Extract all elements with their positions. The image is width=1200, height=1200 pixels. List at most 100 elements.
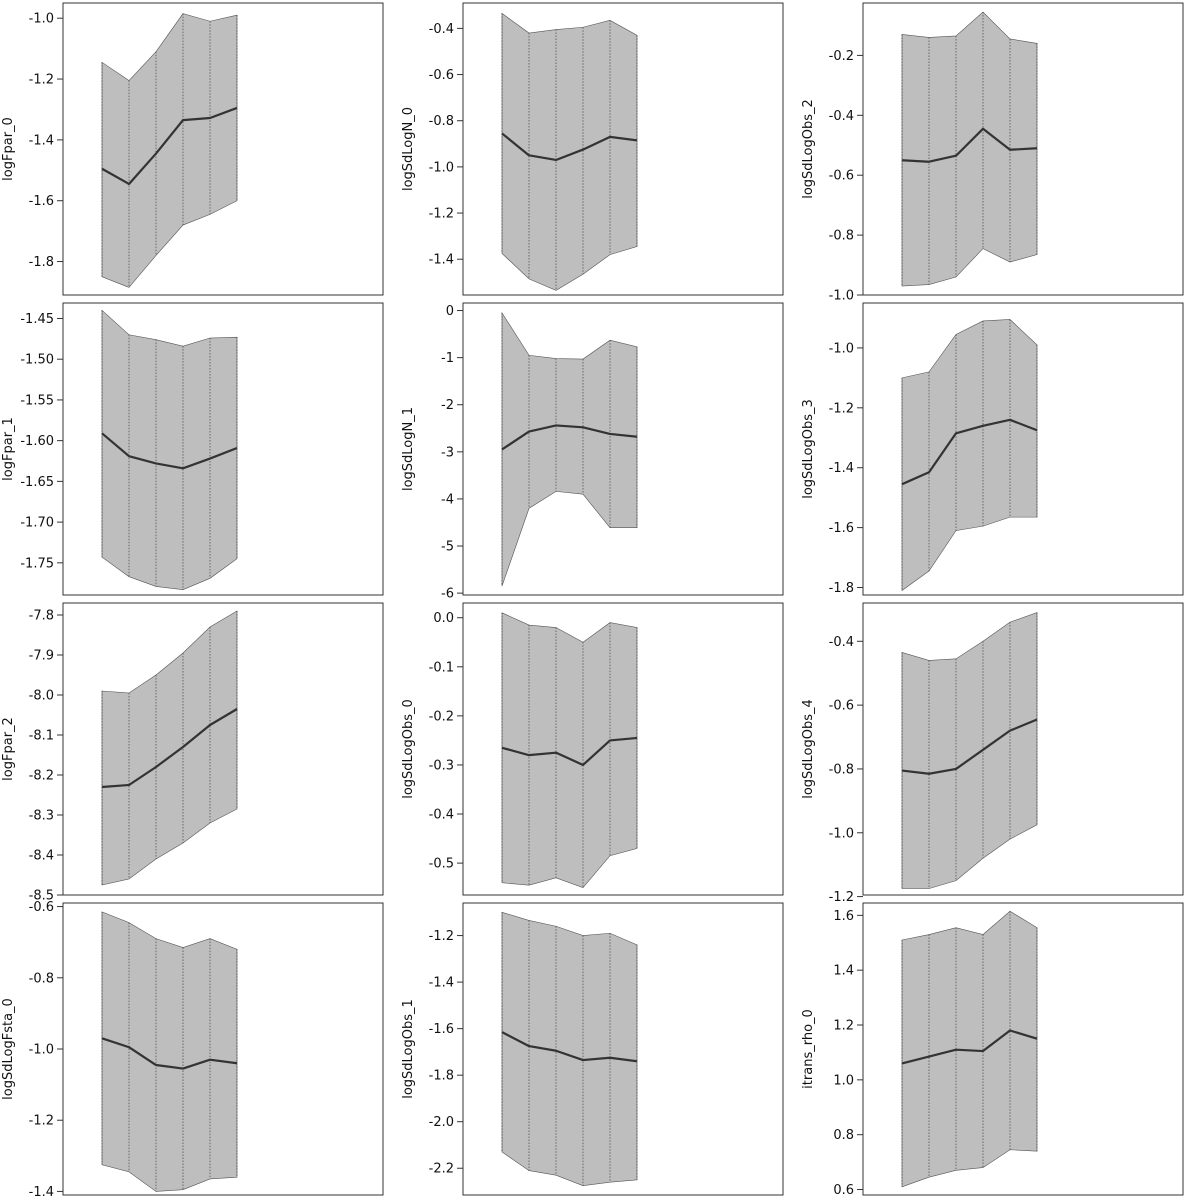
- confidence-band: [101, 911, 238, 1192]
- confidence-band: [901, 910, 1038, 1188]
- y-tick-label: -1: [441, 351, 454, 366]
- mean-line: [501, 424, 638, 451]
- panel-logFpar_1: -1.75 -1.70 -1.65 -1.60 -1.55 -1.50 -1.45 logFp…: [1, 302, 384, 596]
- plot-frame: [62, 2, 384, 296]
- y-tick-label: 1.0: [833, 1073, 854, 1088]
- y-tick-label: -1.60: [20, 434, 54, 449]
- plot-frame: [862, 902, 1184, 1196]
- y-tick-label: 0.6: [833, 1183, 854, 1198]
- mean-line: [501, 132, 638, 162]
- y-tick-label: -1.8: [429, 1069, 454, 1084]
- panel-logSdLogObs_4: -1.2 -1.0 -0.8 -0.6 -0.4 logSdLogObs_4: [801, 602, 1184, 905]
- y-tick-label: -8.1: [29, 729, 54, 744]
- y-tick-label: -1.2: [29, 1114, 54, 1129]
- y-tick-label: -7.9: [29, 649, 54, 664]
- y-tick-label: -8.4: [29, 849, 54, 864]
- y-axis-label: logFpar_0: [1, 117, 16, 181]
- confidence-band: [901, 319, 1038, 592]
- plot-frame: [462, 902, 784, 1196]
- y-tick-label: 1.6: [833, 909, 854, 924]
- y-tick-label: -2.2: [429, 1162, 454, 1177]
- y-tick-label: -1.8: [29, 255, 54, 270]
- y-tick-label: -8.2: [29, 769, 54, 784]
- mean-line: [101, 432, 238, 470]
- y-tick-label: -1.4: [429, 253, 454, 268]
- y-tick-label: -2.0: [429, 1115, 454, 1130]
- mean-line: [101, 1037, 238, 1070]
- plot-frame: [862, 602, 1184, 896]
- y-tick-label: -8.3: [29, 809, 54, 824]
- y-axis-label: logFpar_1: [1, 417, 16, 481]
- y-tick-label: -1.70: [20, 516, 54, 531]
- panel-logSdLogObs_0: -0.5 -0.4 -0.3 -0.2 -0.1 0.0 logSdLogObs_0: [401, 602, 784, 896]
- panel-logFpar_0: -1.8 -1.6 -1.4 -1.2 -1.0 logFpar_0: [1, 2, 384, 296]
- mean-line: [501, 1031, 638, 1063]
- y-tick-label: -0.6: [829, 699, 854, 714]
- y-tick-label: 1.4: [833, 964, 854, 979]
- y-tick-label: -1.4: [829, 461, 854, 476]
- y-axis-label: logSdLogObs_2: [801, 99, 816, 199]
- y-tick-label: -1.2: [829, 401, 854, 416]
- panel-logSdLogN_1: -6 -5 -4 -3 -2 -1 0 logSdLogN_1: [401, 302, 784, 602]
- y-tick-label: -1.4: [29, 133, 54, 148]
- y-tick-label: -0.2: [829, 49, 854, 64]
- y-tick-label: -1.6: [829, 521, 854, 536]
- plot-frame: [62, 602, 384, 896]
- y-tick-label: -0.8: [429, 114, 454, 129]
- mean-line: [101, 708, 238, 789]
- y-tick-label: -1.0: [29, 1043, 54, 1058]
- y-tick-label: -8.0: [29, 689, 54, 704]
- confidence-band: [501, 311, 638, 587]
- y-tick-label: -1.0: [829, 826, 854, 841]
- y-tick-label: 1.2: [833, 1019, 854, 1034]
- y-tick-label: -1.4: [29, 1185, 54, 1200]
- y-tick-label: -8.5: [29, 889, 54, 904]
- y-tick-label: -1.2: [429, 207, 454, 222]
- y-tick-label: -2: [441, 398, 454, 413]
- y-tick-label: -1.0: [429, 160, 454, 175]
- y-tick-label: -7.8: [29, 609, 54, 624]
- y-tick-label: -1.55: [20, 393, 54, 408]
- panel-logSdLogObs_1: -2.2 -2.0 -1.8 -1.6 -1.4 -1.2 logSdLogObs_1: [401, 902, 784, 1196]
- y-tick-label: 0.8: [833, 1128, 854, 1143]
- plot-frame: [862, 2, 1184, 296]
- plot-frame: [462, 2, 784, 296]
- y-axis-label: logSdLogN_1: [401, 407, 416, 491]
- y-tick-label: 0.0: [433, 611, 454, 626]
- y-tick-label: -1.2: [29, 73, 54, 88]
- mean-line: [901, 1029, 1038, 1065]
- mean-line: [101, 106, 238, 186]
- y-axis-label: logSdLogObs_1: [401, 999, 416, 1099]
- y-tick-label: -1.0: [829, 289, 854, 304]
- y-tick-label: -3: [441, 445, 454, 460]
- y-axis-label: logSdLogObs_3: [801, 399, 816, 499]
- y-axis-label: logFpar_2: [1, 717, 16, 781]
- y-tick-label: -0.4: [429, 808, 454, 823]
- y-tick-label: -0.8: [829, 762, 854, 777]
- y-tick-label: -1.4: [429, 976, 454, 991]
- confidence-band: [501, 911, 638, 1186]
- y-tick-label: -0.4: [829, 635, 854, 650]
- panel-logFpar_2: -8.5 -8.4 -8.3 -8.2 -8.1 -8.0 -7.9 -7.8 logFpar_…: [1, 602, 384, 904]
- confidence-band: [101, 610, 238, 886]
- plot-frame: [462, 302, 784, 596]
- y-tick-label: -0.5: [429, 857, 454, 872]
- panel-logSdLogFsta_0: -1.4 -1.2 -1.0 -0.8 -0.6 logSdLogFsta_0: [1, 900, 384, 1200]
- confidence-band: [101, 13, 238, 288]
- y-tick-label: 0: [446, 304, 454, 319]
- panel-itrans_rho_0: 0.6 0.8 1.0 1.2 1.4 1.6 itrans_rho_0: [801, 902, 1184, 1198]
- y-tick-label: -0.1: [429, 660, 454, 675]
- mean-line: [901, 718, 1038, 775]
- confidence-band: [501, 12, 638, 291]
- y-tick-label: -0.4: [429, 22, 454, 37]
- mean-line: [501, 736, 638, 767]
- mean-line: [901, 127, 1038, 163]
- panel-logSdLogObs_2: -1.0 -0.8 -0.6 -0.4 -0.2 logSdLogObs_2: [801, 2, 1184, 304]
- y-tick-label: -1.2: [429, 929, 454, 944]
- y-tick-label: -0.6: [29, 900, 54, 915]
- y-tick-label: -6: [441, 587, 454, 602]
- plot-frame: [462, 602, 784, 896]
- confidence-band: [501, 612, 638, 888]
